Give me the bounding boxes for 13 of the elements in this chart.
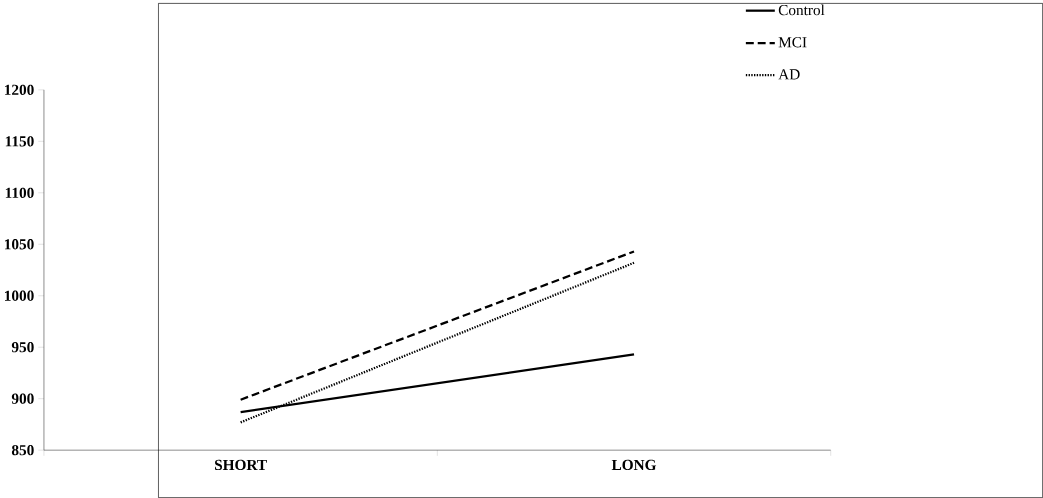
y-tick-label: 1150 [5, 136, 34, 147]
x-tick-label: SHORT [215, 459, 267, 471]
y-tick-label: 1000 [4, 290, 34, 301]
y-tick-label: 850 [11, 445, 34, 456]
y-tick-label: 1200 [4, 84, 34, 95]
x-tick-label: LONG [611, 459, 657, 471]
legend-label: Control [778, 4, 825, 16]
y-tick-label: 950 [11, 342, 34, 353]
y-tick-label: 1050 [4, 239, 34, 250]
legend-label: AD [778, 69, 800, 80]
legend-label: MCI [778, 37, 807, 48]
y-tick-label: 1100 [5, 187, 34, 198]
y-tick-label: 900 [11, 393, 34, 404]
